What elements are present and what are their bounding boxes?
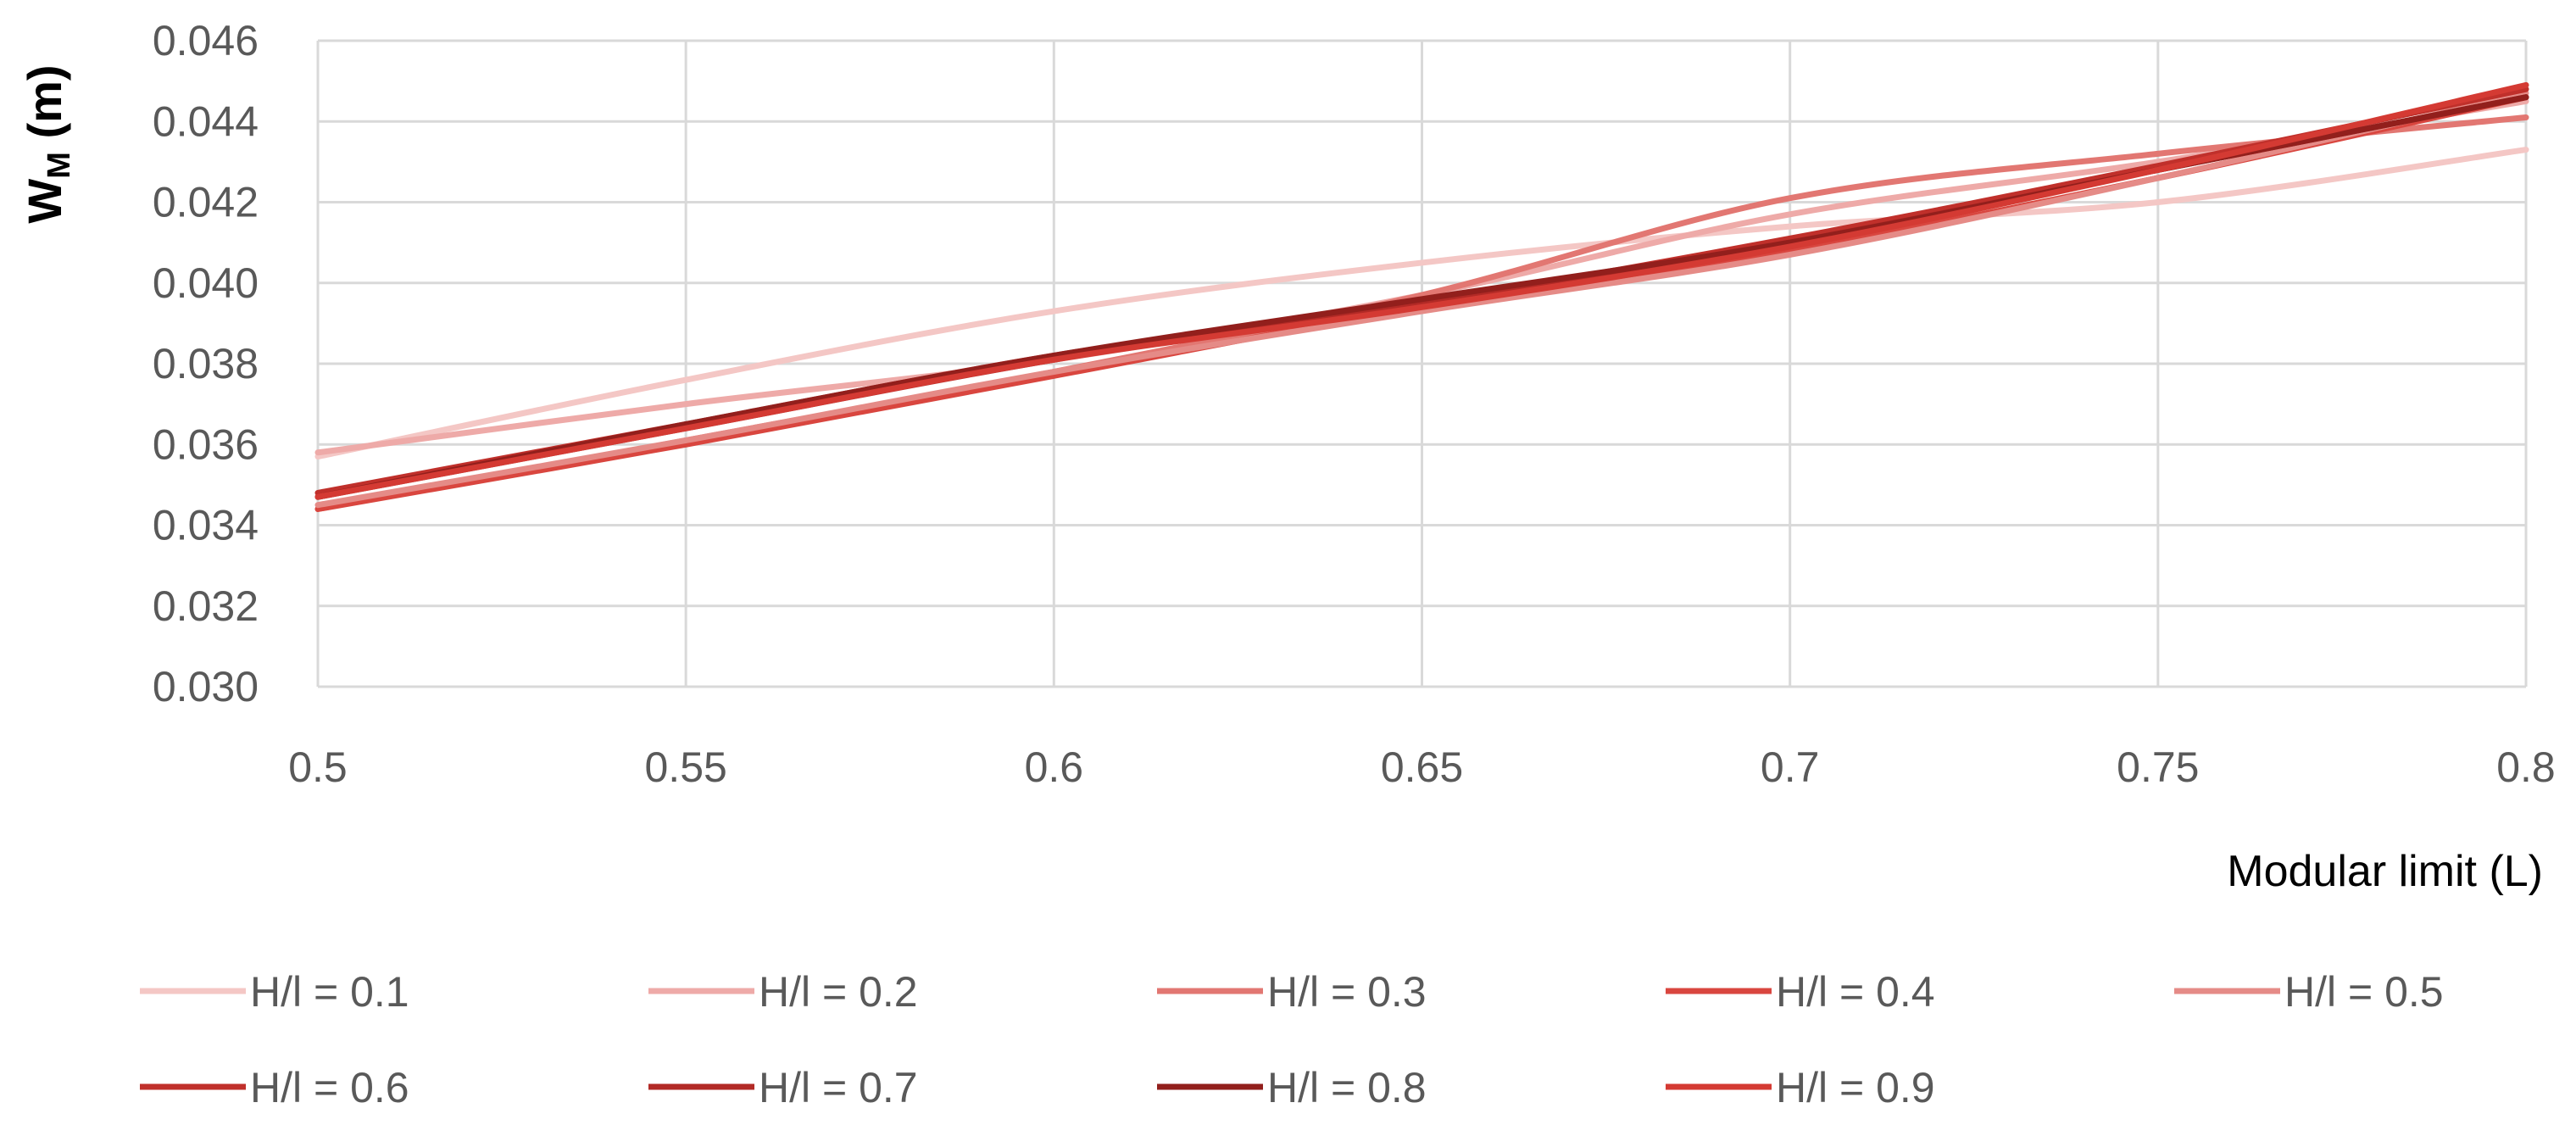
y-tick-label: 0.036 (153, 420, 259, 468)
y-axis-label-sub: M (42, 152, 77, 179)
series-line (314, 81, 2529, 500)
legend-label: H/l = 0.6 (250, 1064, 409, 1111)
legend-label: H/l = 0.5 (2284, 968, 2444, 1016)
y-tick-label: 0.042 (153, 179, 259, 226)
y-tick-label: 0.046 (153, 17, 259, 64)
y-tick-label: 0.034 (153, 502, 259, 549)
y-axis-label-unit: (m) (18, 64, 71, 152)
legend-label: H/l = 0.2 (759, 968, 918, 1016)
x-tick-label: 0.5 (288, 743, 348, 791)
y-tick-label: 0.040 (153, 259, 259, 307)
x-tick-label: 0.65 (1381, 743, 1463, 791)
grid (316, 39, 2528, 688)
legend-label: H/l = 0.1 (250, 968, 409, 1016)
series-lines (314, 81, 2529, 512)
legend-label: H/l = 0.4 (1776, 968, 1935, 1016)
x-tick-label: 0.55 (645, 743, 727, 791)
y-tick-label: 0.044 (153, 97, 259, 145)
legend-label: H/l = 0.3 (1267, 968, 1427, 1016)
series-line (314, 90, 2529, 509)
x-tick-label: 0.6 (1025, 743, 1084, 791)
x-tick-label: 0.8 (2496, 743, 2556, 791)
y-axis-ticks: 0.030 0.032 0.034 0.036 0.038 0.040 0.042 0.044… (153, 17, 259, 710)
legend: H/l = 0.1 H/l = 0.2 H/l = 0.3 H/l = 0.4 H/l … (140, 968, 2444, 1111)
x-tick-label: 0.75 (2117, 743, 2199, 791)
series-line (314, 147, 2529, 460)
y-axis-label: WM (m) (18, 64, 77, 223)
legend-label: H/l = 0.9 (1776, 1064, 1935, 1111)
x-tick-label: 0.7 (1761, 743, 1820, 791)
legend-label: H/l = 0.8 (1267, 1064, 1427, 1111)
y-tick-label: 0.032 (153, 582, 259, 630)
y-axis-label-main: W (18, 179, 71, 224)
x-axis-ticks: 0.5 0.55 0.6 0.65 0.7 0.75 0.8 (288, 743, 2556, 791)
legend-label: H/l = 0.7 (759, 1064, 918, 1111)
y-tick-label: 0.038 (153, 340, 259, 387)
y-tick-label: 0.030 (153, 663, 259, 710)
x-axis-label: Modular limit (L) (2227, 847, 2543, 896)
